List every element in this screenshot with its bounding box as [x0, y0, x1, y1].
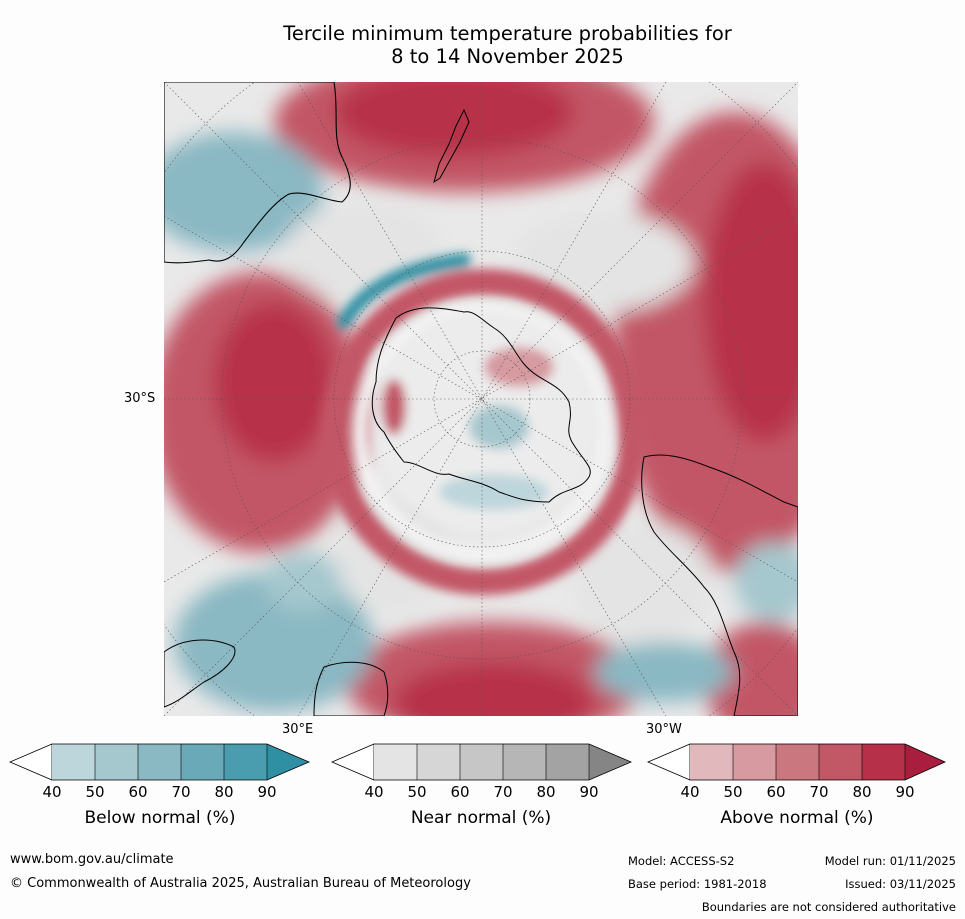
antarctica-coastline: [371, 307, 591, 503]
below-arc: [337, 253, 471, 329]
below-region: [164, 132, 324, 252]
below-normal-colorbar: [8, 743, 311, 781]
tick: 40: [42, 783, 62, 801]
tick: 70: [171, 783, 191, 801]
tick: 60: [128, 783, 148, 801]
below-region: [734, 542, 798, 622]
tick: 70: [809, 783, 829, 801]
lon-30w-label: 30°W: [646, 722, 682, 737]
lat-30s-label: 30°S: [124, 391, 156, 406]
near-normal-colorbar: [330, 743, 633, 781]
copyright-text: © Commonwealth of Australia 2025, Austra…: [10, 876, 471, 891]
tick: 70: [493, 783, 513, 801]
near-normal-title: Near normal (%): [410, 808, 552, 828]
tick: 90: [579, 783, 599, 801]
below-region: [469, 405, 529, 449]
tick: 90: [895, 783, 915, 801]
above-region: [484, 347, 554, 387]
below-normal-title: Below normal (%): [84, 808, 236, 828]
tick: 80: [214, 783, 234, 801]
south-america-coastline: [641, 454, 798, 716]
above-normal-title: Above normal (%): [720, 808, 874, 828]
circumpolar-above-ring: [321, 269, 647, 595]
title-line-2: 8 to 14 November 2025: [391, 45, 624, 68]
tick: 90: [257, 783, 277, 801]
below-region: [439, 474, 549, 510]
tick: 40: [364, 783, 384, 801]
disclaimer-text: Boundaries are not considered authoritat…: [701, 900, 956, 914]
graticule: [164, 82, 798, 716]
near-region: [574, 522, 714, 642]
africa-coastline: [164, 639, 236, 708]
tick: 50: [723, 783, 743, 801]
above-region: [394, 662, 594, 716]
tick: 40: [680, 783, 700, 801]
tick: 50: [407, 783, 427, 801]
above-region: [334, 82, 574, 157]
model-run-label: Model run: 01/11/2025: [824, 854, 956, 868]
lon-30e-label: 30°E: [282, 722, 314, 737]
new-zealand-coastline: [433, 108, 470, 184]
model-label: Model: ACCESS-S2: [628, 854, 735, 868]
title-line-1: Tercile minimum temperature probabilitie…: [283, 22, 732, 45]
base-period-label: Base period: 1981-2018: [628, 877, 767, 891]
near-region: [514, 212, 694, 312]
above-normal-colorbar: [646, 743, 948, 781]
above-region: [704, 162, 798, 442]
tick: 50: [85, 783, 105, 801]
map-title: Tercile minimum temperature probabilitie…: [0, 22, 965, 68]
tick: 60: [450, 783, 470, 801]
above-region: [382, 379, 406, 435]
probability-map: [164, 82, 798, 716]
issued-label: Issued: 03/11/2025: [845, 877, 956, 891]
below-region: [264, 552, 344, 612]
tick: 80: [536, 783, 556, 801]
tick: 60: [766, 783, 786, 801]
above-region: [214, 302, 334, 462]
tick: 80: [852, 783, 872, 801]
madagascar-coastline: [313, 661, 389, 716]
australia-coastline: [164, 82, 351, 264]
bom-url-link[interactable]: www.bom.gov.au/climate: [10, 852, 174, 867]
below-region: [594, 642, 734, 702]
